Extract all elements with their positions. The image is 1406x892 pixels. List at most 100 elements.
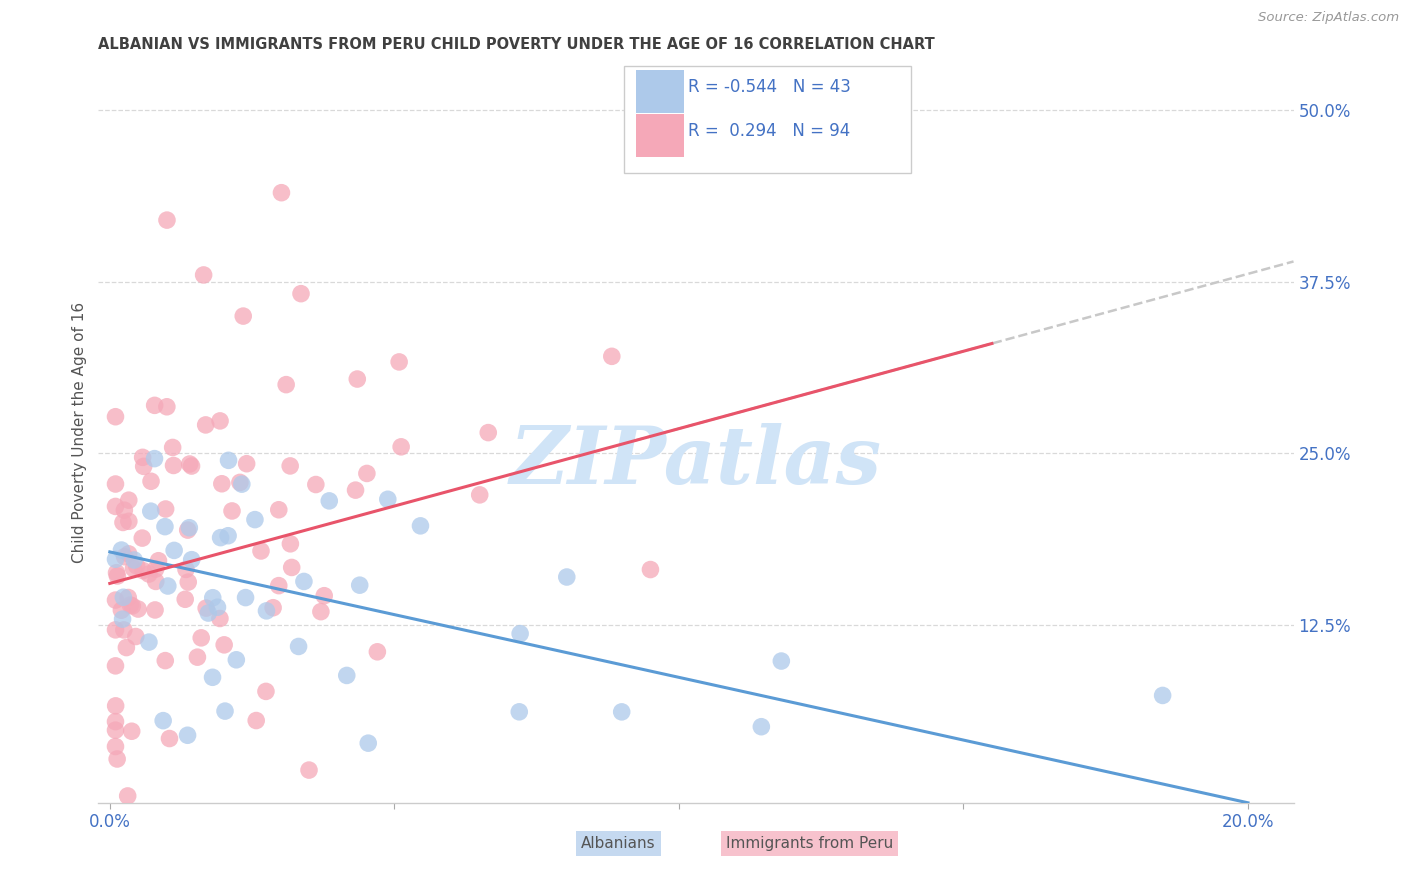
Point xyxy=(145,574,167,589)
Point xyxy=(254,684,277,698)
Text: ZIPatlas: ZIPatlas xyxy=(510,424,882,501)
Point xyxy=(125,558,148,573)
Point xyxy=(127,602,149,616)
Point xyxy=(468,488,491,502)
Point xyxy=(235,457,257,471)
Point xyxy=(357,736,380,750)
Point xyxy=(409,519,432,533)
Point xyxy=(180,458,202,473)
Point xyxy=(138,567,160,582)
Text: Immigrants from Peru: Immigrants from Peru xyxy=(725,836,893,851)
Point xyxy=(389,440,412,454)
Point xyxy=(336,668,359,682)
Text: Source: ZipAtlas.com: Source: ZipAtlas.com xyxy=(1258,11,1399,24)
Point xyxy=(346,372,368,386)
Point xyxy=(508,705,530,719)
Point xyxy=(177,575,200,590)
Point xyxy=(104,500,127,514)
Point xyxy=(117,591,139,605)
Point xyxy=(280,537,302,551)
Point xyxy=(125,630,148,644)
Point xyxy=(267,579,290,593)
Point xyxy=(174,592,197,607)
Point xyxy=(314,589,336,603)
Point xyxy=(131,450,153,465)
Point xyxy=(509,626,531,640)
Point xyxy=(139,504,162,518)
Point xyxy=(298,763,321,777)
Point xyxy=(162,441,184,455)
Point xyxy=(132,564,155,578)
Point xyxy=(201,670,224,684)
Point xyxy=(118,493,141,508)
Point xyxy=(221,504,243,518)
Point xyxy=(152,714,174,728)
Point xyxy=(229,475,252,490)
Point xyxy=(177,523,200,537)
Point xyxy=(749,720,772,734)
Point xyxy=(197,606,219,620)
Point xyxy=(143,451,166,466)
Point xyxy=(201,591,224,605)
Point xyxy=(250,544,273,558)
Point xyxy=(111,516,134,530)
Point xyxy=(118,547,141,561)
Point xyxy=(112,623,135,637)
Point xyxy=(278,458,301,473)
Point xyxy=(156,579,179,593)
Y-axis label: Child Poverty Under the Age of 16: Child Poverty Under the Age of 16 xyxy=(72,302,87,563)
Point xyxy=(349,578,371,592)
Point xyxy=(159,731,181,746)
Point xyxy=(163,543,186,558)
Point xyxy=(287,640,309,654)
Point xyxy=(195,601,218,615)
Point xyxy=(110,603,132,617)
Point xyxy=(267,502,290,516)
Point xyxy=(104,623,127,637)
Point xyxy=(1152,689,1174,703)
Point xyxy=(366,645,388,659)
Point xyxy=(105,752,128,766)
Point xyxy=(121,724,143,739)
Point xyxy=(122,553,145,567)
Point xyxy=(115,640,138,655)
Point xyxy=(176,728,198,742)
Point xyxy=(179,457,201,471)
Point xyxy=(112,591,135,605)
Point xyxy=(208,611,231,625)
Point xyxy=(148,554,170,568)
Point xyxy=(318,494,340,508)
Point xyxy=(235,591,257,605)
Point xyxy=(356,467,378,481)
Point xyxy=(232,309,254,323)
Point xyxy=(243,513,266,527)
Point xyxy=(143,603,166,617)
Point xyxy=(555,570,578,584)
Point xyxy=(131,531,153,545)
Point xyxy=(118,514,141,528)
Point xyxy=(280,560,302,574)
FancyBboxPatch shape xyxy=(637,114,685,157)
Point xyxy=(156,400,179,414)
Text: Albanians: Albanians xyxy=(581,836,655,851)
Point xyxy=(207,600,229,615)
Point xyxy=(121,599,143,613)
Point xyxy=(104,593,127,607)
Point xyxy=(139,475,162,489)
Point xyxy=(194,417,217,432)
Point xyxy=(104,723,127,738)
Point xyxy=(640,563,662,577)
Point xyxy=(344,483,367,497)
Text: R = -0.544   N = 43: R = -0.544 N = 43 xyxy=(688,78,851,95)
Point xyxy=(174,562,197,576)
Point xyxy=(143,398,166,412)
Point xyxy=(104,409,127,424)
Point xyxy=(117,789,139,803)
Point xyxy=(104,739,127,754)
Point xyxy=(218,453,240,467)
Point xyxy=(256,604,278,618)
Text: ALBANIAN VS IMMIGRANTS FROM PERU CHILD POVERTY UNDER THE AGE OF 16 CORRELATION C: ALBANIAN VS IMMIGRANTS FROM PERU CHILD P… xyxy=(98,37,935,52)
FancyBboxPatch shape xyxy=(624,66,911,173)
Point xyxy=(179,521,201,535)
Point xyxy=(262,600,284,615)
